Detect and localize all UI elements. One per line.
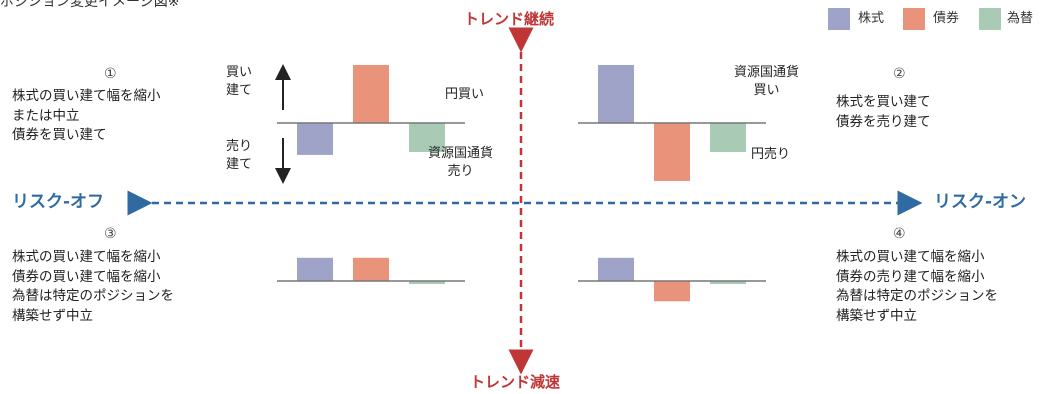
quadrant-3-stocks-bar xyxy=(297,257,333,281)
legend-swatch-stocks xyxy=(828,8,850,30)
quadrant-2-number: ② xyxy=(893,66,906,82)
quadrant-1-bonds-bar xyxy=(353,65,389,123)
resource-currency-buy-label: 資源国通貨 買い xyxy=(734,65,800,98)
quadrant-1-fx-bar xyxy=(409,123,445,152)
quadrant-3-fx-bar xyxy=(409,281,445,284)
quadrant-1-number: ① xyxy=(104,66,117,82)
legend-swatch-fx xyxy=(979,8,1001,30)
quadrant-2-bonds-bar xyxy=(654,123,690,181)
quadrant-2-description: 株式を買い建て 債券を売り建て xyxy=(836,94,931,130)
page-title: ポジション変更イメージ図※ xyxy=(0,0,180,10)
quadrant-2-stocks-bar xyxy=(598,65,634,123)
quadrant-1-description: 株式の買い建て幅を縮小 または中立 債券を買い建て xyxy=(12,88,161,144)
resource-currency-sell-label: 資源国通貨 売り xyxy=(428,146,494,179)
yen-buy-label: 円買い xyxy=(445,87,485,102)
quadrant-3-bonds-bar xyxy=(353,257,389,281)
quadrant-4-stocks-bar xyxy=(598,257,634,281)
quadrant-1-stocks-bar xyxy=(297,123,333,155)
risk-on-label: リスク-オン xyxy=(934,192,1027,212)
legend-label-bonds: 債券 xyxy=(933,11,960,26)
legend-label-stocks: 株式 xyxy=(858,11,885,26)
quadrant-3-number: ③ xyxy=(104,226,117,242)
buy-build-label: 買い 建て xyxy=(226,65,253,98)
quadrant-3-description: 株式の買い建て幅を縮小 債券の買い建て幅を縮小 為替は特定のポジションを 構築せ… xyxy=(12,249,174,324)
quadrant-4-bonds-bar xyxy=(654,281,690,302)
sell-build-label: 売り 建て xyxy=(226,139,253,172)
trend-continue-label: トレンド継続 xyxy=(464,10,555,28)
quadrant-4-fx-bar xyxy=(710,281,746,284)
yen-sell-label: 円売り xyxy=(751,147,791,162)
legend-label-fx: 為替 xyxy=(1007,11,1034,26)
trend-slowdown-label: トレンド減速 xyxy=(470,373,561,391)
quadrant-2-fx-bar xyxy=(710,123,746,152)
risk-off-label: リスク-オフ xyxy=(12,192,105,212)
quadrant-4-description: 株式の買い建て幅を縮小 債券の売り建て幅を縮小 為替は特定のポジションを 構築せ… xyxy=(836,249,998,324)
bars-layer xyxy=(277,65,766,302)
legend-swatch-bonds xyxy=(903,8,925,30)
quadrant-4-number: ④ xyxy=(893,226,906,242)
